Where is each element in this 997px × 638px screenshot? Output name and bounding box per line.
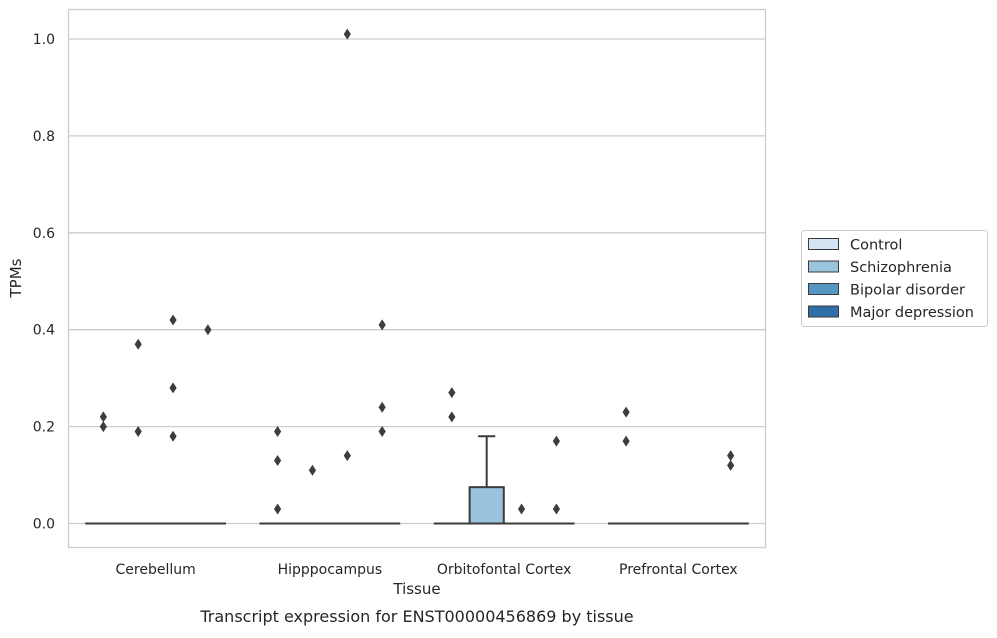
outlier-point bbox=[623, 436, 630, 447]
outlier-point bbox=[204, 324, 211, 335]
x-tick-label: Prefrontal Cortex bbox=[619, 562, 738, 578]
outlier-point bbox=[169, 315, 176, 326]
y-axis-ticks: 0.0 0.2 0.4 0.6 0.8 1.0 bbox=[33, 32, 55, 533]
x-tick-label: Orbitofontal Cortex bbox=[437, 562, 572, 578]
outlier-point bbox=[553, 503, 560, 514]
legend: Control Schizophrenia Bipolar disorder Majo… bbox=[802, 231, 988, 327]
legend-label: Bipolar disorder bbox=[850, 283, 965, 299]
y-tick-label: 0.2 bbox=[33, 420, 55, 436]
outlier-point bbox=[448, 411, 455, 422]
outlier-point bbox=[553, 436, 560, 447]
outlier-point bbox=[100, 411, 107, 422]
legend-label: Control bbox=[850, 238, 902, 254]
outlier-point bbox=[727, 450, 734, 461]
y-tick-label: 0.0 bbox=[33, 517, 55, 533]
outlier-point bbox=[344, 29, 351, 40]
outlier-point bbox=[379, 426, 386, 437]
outlier-point bbox=[309, 465, 316, 476]
x-axis-ticks: Cerebellum Hipppocampus Orbitofontal Corte… bbox=[116, 562, 738, 578]
box-body bbox=[470, 487, 504, 523]
plot-frame bbox=[69, 10, 766, 548]
legend-swatch bbox=[809, 306, 839, 317]
box-groups bbox=[86, 436, 747, 523]
y-tick-label: 0.8 bbox=[33, 129, 55, 145]
outlier-point bbox=[274, 503, 281, 514]
chart-caption: Transcript expression for ENST0000045686… bbox=[199, 607, 633, 626]
legend-label: Schizophrenia bbox=[850, 260, 952, 276]
outlier-point bbox=[623, 407, 630, 418]
outlier-point bbox=[135, 426, 142, 437]
outlier-point bbox=[379, 319, 386, 330]
box-schizophrenia bbox=[470, 436, 504, 523]
y-tick-label: 1.0 bbox=[33, 32, 55, 48]
x-tick-label: Cerebellum bbox=[116, 562, 196, 578]
outlier-point bbox=[518, 503, 525, 514]
y-axis-title: TPMs bbox=[7, 258, 25, 298]
legend-swatch bbox=[809, 284, 839, 295]
legend-swatch bbox=[809, 239, 839, 250]
x-tick-label: Hipppocampus bbox=[278, 562, 383, 578]
outlier-point bbox=[100, 421, 107, 432]
y-tick-label: 0.6 bbox=[33, 226, 55, 242]
outlier-point bbox=[169, 382, 176, 393]
grid-lines bbox=[69, 39, 766, 524]
x-axis-title: Tissue bbox=[392, 580, 440, 598]
legend-label: Major depression bbox=[850, 305, 974, 321]
outlier-point bbox=[448, 387, 455, 398]
outlier-points bbox=[100, 29, 735, 515]
outlier-point bbox=[727, 460, 734, 471]
outlier-point bbox=[169, 431, 176, 442]
legend-swatch bbox=[809, 261, 839, 272]
outlier-point bbox=[379, 402, 386, 413]
outlier-point bbox=[135, 339, 142, 350]
outlier-point bbox=[274, 455, 281, 466]
outlier-point bbox=[344, 450, 351, 461]
outlier-point bbox=[274, 426, 281, 437]
y-tick-label: 0.4 bbox=[33, 323, 55, 339]
